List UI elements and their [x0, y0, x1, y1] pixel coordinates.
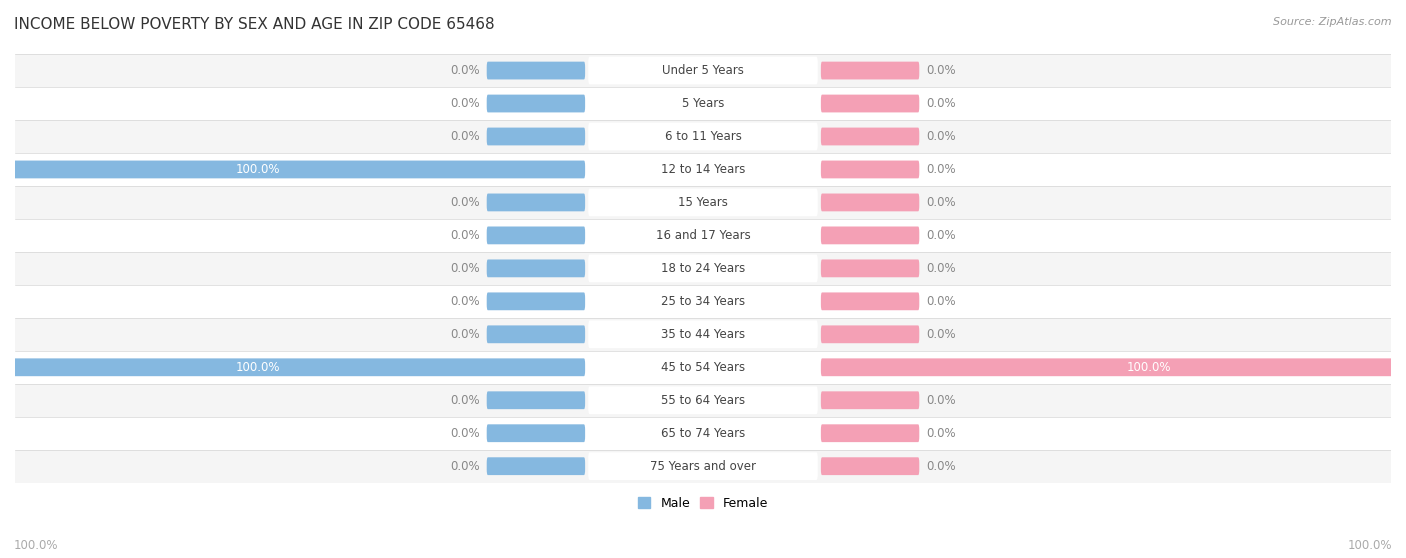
Bar: [15, 252, 1391, 285]
FancyBboxPatch shape: [821, 358, 1406, 376]
Text: 100.0%: 100.0%: [235, 163, 280, 176]
FancyBboxPatch shape: [486, 458, 585, 475]
Text: 0.0%: 0.0%: [925, 229, 956, 242]
Text: 100.0%: 100.0%: [1347, 540, 1392, 552]
Text: 100.0%: 100.0%: [1126, 361, 1171, 374]
FancyBboxPatch shape: [821, 391, 920, 409]
Text: 0.0%: 0.0%: [925, 295, 956, 308]
Bar: [15, 450, 1391, 483]
Text: 75 Years and over: 75 Years and over: [650, 460, 756, 473]
Text: 0.0%: 0.0%: [450, 262, 481, 275]
Text: 0.0%: 0.0%: [450, 196, 481, 209]
FancyBboxPatch shape: [821, 325, 920, 343]
Text: 0.0%: 0.0%: [450, 295, 481, 308]
Text: INCOME BELOW POVERTY BY SEX AND AGE IN ZIP CODE 65468: INCOME BELOW POVERTY BY SEX AND AGE IN Z…: [14, 17, 495, 32]
Text: 15 Years: 15 Years: [678, 196, 728, 209]
Text: 0.0%: 0.0%: [450, 394, 481, 407]
FancyBboxPatch shape: [588, 386, 818, 414]
Text: 45 to 54 Years: 45 to 54 Years: [661, 361, 745, 374]
FancyBboxPatch shape: [486, 292, 585, 310]
FancyBboxPatch shape: [0, 358, 585, 376]
FancyBboxPatch shape: [588, 320, 818, 348]
FancyBboxPatch shape: [588, 254, 818, 282]
Bar: [15, 186, 1391, 219]
Bar: [15, 318, 1391, 351]
FancyBboxPatch shape: [821, 95, 920, 112]
FancyBboxPatch shape: [588, 57, 818, 84]
Text: 0.0%: 0.0%: [925, 196, 956, 209]
FancyBboxPatch shape: [821, 128, 920, 146]
Text: 0.0%: 0.0%: [925, 262, 956, 275]
FancyBboxPatch shape: [821, 424, 920, 442]
Text: 0.0%: 0.0%: [450, 460, 481, 473]
FancyBboxPatch shape: [821, 194, 920, 211]
Text: 0.0%: 0.0%: [925, 130, 956, 143]
FancyBboxPatch shape: [588, 287, 818, 315]
Text: 0.0%: 0.0%: [450, 229, 481, 242]
Text: 35 to 44 Years: 35 to 44 Years: [661, 328, 745, 341]
Text: 55 to 64 Years: 55 to 64 Years: [661, 394, 745, 407]
Text: 0.0%: 0.0%: [925, 394, 956, 407]
Text: 100.0%: 100.0%: [235, 361, 280, 374]
Text: Source: ZipAtlas.com: Source: ZipAtlas.com: [1274, 17, 1392, 27]
Bar: [15, 54, 1391, 87]
FancyBboxPatch shape: [588, 453, 818, 480]
Bar: [15, 384, 1391, 417]
Text: 100.0%: 100.0%: [14, 540, 59, 552]
FancyBboxPatch shape: [486, 391, 585, 409]
Text: Under 5 Years: Under 5 Years: [662, 64, 744, 77]
FancyBboxPatch shape: [588, 420, 818, 447]
Legend: Male, Female: Male, Female: [633, 492, 773, 515]
Text: 0.0%: 0.0%: [925, 328, 956, 341]
Text: 0.0%: 0.0%: [925, 460, 956, 473]
FancyBboxPatch shape: [588, 123, 818, 150]
FancyBboxPatch shape: [588, 353, 818, 381]
FancyBboxPatch shape: [588, 189, 818, 217]
Text: 65 to 74 Years: 65 to 74 Years: [661, 427, 745, 440]
Text: 0.0%: 0.0%: [925, 427, 956, 440]
Text: 0.0%: 0.0%: [925, 64, 956, 77]
FancyBboxPatch shape: [0, 161, 585, 179]
FancyBboxPatch shape: [821, 61, 920, 79]
Text: 6 to 11 Years: 6 to 11 Years: [665, 130, 741, 143]
Text: 12 to 14 Years: 12 to 14 Years: [661, 163, 745, 176]
Bar: [15, 285, 1391, 318]
FancyBboxPatch shape: [588, 222, 818, 249]
FancyBboxPatch shape: [821, 292, 920, 310]
Bar: [15, 120, 1391, 153]
FancyBboxPatch shape: [486, 194, 585, 211]
Text: 0.0%: 0.0%: [450, 97, 481, 110]
FancyBboxPatch shape: [821, 458, 920, 475]
Bar: [15, 87, 1391, 120]
Text: 5 Years: 5 Years: [682, 97, 724, 110]
FancyBboxPatch shape: [588, 90, 818, 117]
FancyBboxPatch shape: [486, 424, 585, 442]
Text: 0.0%: 0.0%: [450, 328, 481, 341]
FancyBboxPatch shape: [821, 259, 920, 277]
FancyBboxPatch shape: [486, 227, 585, 244]
FancyBboxPatch shape: [821, 161, 920, 179]
FancyBboxPatch shape: [486, 259, 585, 277]
FancyBboxPatch shape: [486, 61, 585, 79]
Text: 0.0%: 0.0%: [925, 97, 956, 110]
FancyBboxPatch shape: [486, 128, 585, 146]
Bar: [15, 351, 1391, 384]
FancyBboxPatch shape: [821, 227, 920, 244]
Text: 0.0%: 0.0%: [925, 163, 956, 176]
FancyBboxPatch shape: [486, 325, 585, 343]
Text: 25 to 34 Years: 25 to 34 Years: [661, 295, 745, 308]
FancyBboxPatch shape: [588, 156, 818, 184]
Text: 0.0%: 0.0%: [450, 427, 481, 440]
Text: 18 to 24 Years: 18 to 24 Years: [661, 262, 745, 275]
FancyBboxPatch shape: [486, 95, 585, 112]
Text: 0.0%: 0.0%: [450, 130, 481, 143]
Text: 0.0%: 0.0%: [450, 64, 481, 77]
Bar: [15, 219, 1391, 252]
Bar: [15, 417, 1391, 450]
Text: 16 and 17 Years: 16 and 17 Years: [655, 229, 751, 242]
Bar: [15, 153, 1391, 186]
